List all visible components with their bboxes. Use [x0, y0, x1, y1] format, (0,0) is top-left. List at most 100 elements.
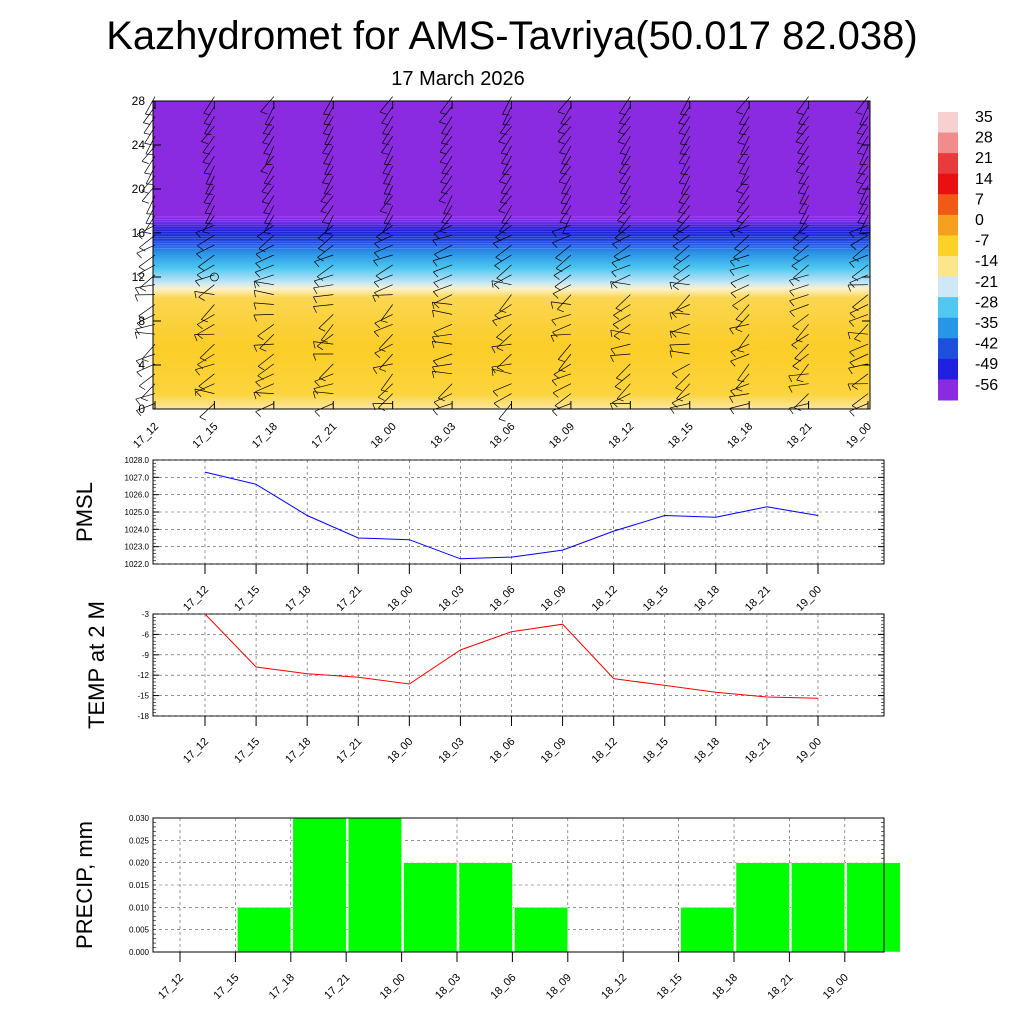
wind-barb-flag [499, 310, 507, 313]
wind-barb-flag [550, 301, 554, 309]
wind-barb [560, 106, 572, 124]
wind-barb [258, 234, 275, 249]
wind-barb-flag [621, 163, 629, 165]
wind-barb-flag [616, 377, 623, 382]
wind-barb-flag [610, 355, 614, 363]
wind-barb [375, 264, 393, 277]
colorbar-swatch [938, 214, 958, 236]
wind-barb-flag [612, 283, 618, 289]
wind-barb-flag [373, 260, 379, 267]
wind-barb [680, 155, 691, 175]
wind-barb-flag [735, 319, 743, 323]
wind-barb [432, 254, 453, 262]
wind-barb [373, 254, 393, 261]
wind-barb [433, 264, 453, 273]
wind-barb [255, 403, 274, 413]
wind-barb-flag [202, 231, 210, 234]
wind-barb [551, 301, 571, 305]
wind-barb [789, 294, 809, 302]
wind-barb-flag [205, 193, 213, 195]
wind-barb-flag [798, 232, 806, 235]
y-tick-label: 0.000 [129, 948, 150, 957]
wind-barb-flag [440, 192, 448, 195]
wind-barb-flag [265, 124, 273, 126]
wind-barb-flag [619, 112, 627, 116]
wind-barb [671, 323, 690, 333]
wind-barb [136, 363, 156, 373]
wind-barb-flag [496, 337, 503, 341]
wind-barb [204, 116, 215, 134]
wind-barb-flag [144, 143, 152, 145]
wind-barb-flag [737, 350, 745, 353]
wind-barb [382, 116, 393, 134]
wind-barb-flag [620, 202, 628, 205]
wind-barb [795, 324, 809, 340]
y-tick-label: 0.030 [129, 814, 150, 823]
wind-barb-flag [135, 398, 141, 405]
wind-barb-flag [313, 391, 316, 399]
chart-subtitle: 17 March 2026 [391, 68, 525, 90]
wind-barb [195, 383, 215, 393]
wind-barb [610, 281, 631, 286]
wind-barb [851, 373, 869, 387]
wind-barb-flag [611, 271, 617, 278]
wind-barb [788, 373, 809, 377]
wind-barb-flag [141, 190, 149, 194]
wind-barb-flag [849, 410, 855, 417]
wind-barb [740, 136, 750, 155]
x-tick-label: 18_12 [606, 421, 636, 451]
wind-barb [378, 393, 393, 408]
wind-barb-flag [559, 221, 567, 225]
wind-barb-flag [798, 182, 806, 185]
y-tick-label: 1027.0 [125, 473, 150, 482]
wind-barb [610, 353, 631, 356]
wind-barb-flag [671, 332, 677, 338]
wind-barb-flag [382, 173, 390, 175]
precip-bar [458, 862, 513, 953]
wind-barb-flag [194, 388, 197, 396]
wind-barb-flag [737, 201, 745, 205]
wind-barb [792, 353, 809, 367]
wind-barb-flag [736, 111, 743, 115]
wind-barb [314, 254, 334, 262]
wind-barb [671, 304, 690, 313]
wind-barb-flag [500, 201, 508, 205]
wind-barb [492, 314, 512, 321]
wind-barb [201, 304, 215, 320]
wind-barb [792, 225, 809, 239]
wind-barb [374, 284, 393, 293]
wind-barb [205, 175, 215, 194]
wind-barb-flag [139, 287, 147, 292]
y-tick-label: 0.010 [129, 903, 150, 912]
y-tick-label: 8 [138, 314, 145, 328]
wind-barb [678, 116, 691, 134]
wind-barb [560, 185, 572, 204]
x-tick-label: 18_15 [655, 972, 685, 1002]
wind-barb-flag [501, 192, 509, 195]
wind-barb-flag [857, 222, 865, 225]
wind-barb-flag [730, 360, 736, 367]
wind-barb-flag [145, 113, 153, 116]
wind-barb [316, 264, 334, 278]
wind-barb-flag [619, 122, 627, 126]
colorbar-label: -35 [975, 315, 998, 332]
wind-barb [552, 234, 572, 244]
wind-barb [253, 314, 274, 316]
x-tick-label: 17_21 [322, 972, 352, 1002]
wind-barb [612, 274, 631, 284]
wind-barb [443, 195, 453, 214]
wind-barb-flag [561, 212, 569, 215]
wind-barb-flag [373, 331, 380, 338]
wind-barb-flag [262, 201, 269, 205]
wind-barb-flag [798, 192, 806, 195]
wind-barb [254, 281, 274, 286]
wind-barb [441, 116, 453, 134]
wind-barb [859, 145, 869, 165]
wind-barb-flag [441, 133, 449, 136]
wind-barb-flag [849, 312, 856, 319]
wind-barb [203, 106, 215, 124]
wind-barb [491, 280, 512, 286]
wind-barb-flag [614, 237, 622, 242]
wind-barb-flag [202, 161, 210, 165]
wind-barb-flag [323, 133, 331, 136]
